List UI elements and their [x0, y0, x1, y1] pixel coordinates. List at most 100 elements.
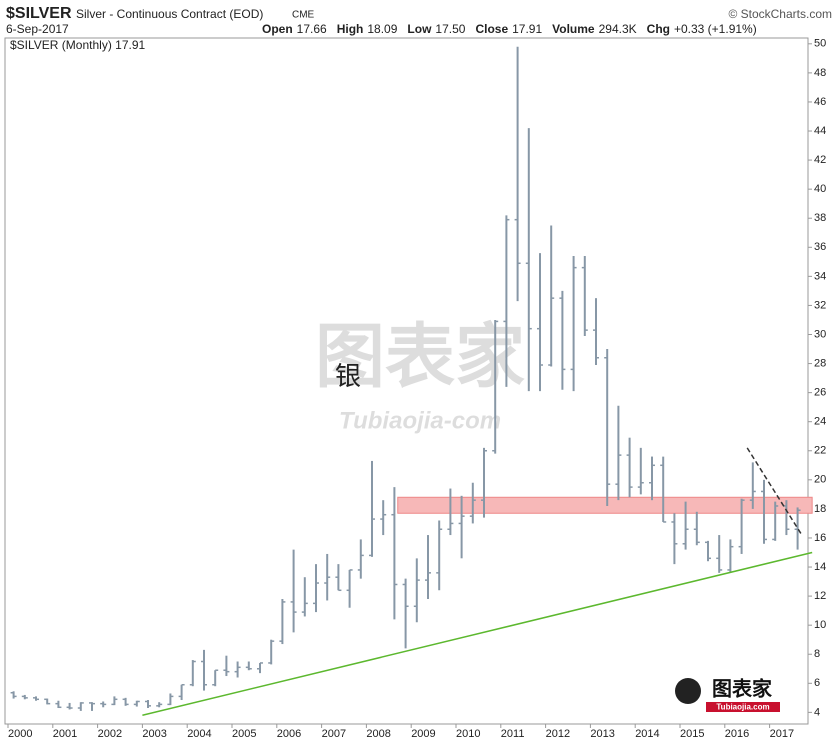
- quote-label: Open: [262, 22, 293, 36]
- y-tick-label: 44: [814, 125, 826, 137]
- ohlc-bar: [201, 649, 207, 691]
- y-tick-label: 40: [814, 183, 826, 195]
- ohlc-bar: [257, 662, 263, 674]
- ohlc-bar: [33, 696, 39, 701]
- x-tick-label: 2016: [725, 728, 749, 740]
- ohlc-bar: [469, 482, 476, 524]
- ohlc-bar: [313, 564, 319, 613]
- watermark-text: 图表家: [315, 317, 525, 395]
- ohlc-bar: [693, 511, 700, 546]
- ohlc-bar: [10, 691, 17, 699]
- ohlc-bar: [178, 684, 185, 701]
- ohlc-bar: [794, 507, 801, 550]
- quote-value: 17.66: [297, 22, 327, 36]
- ohlc-bar: [369, 460, 375, 557]
- ohlc-bar: [380, 500, 387, 536]
- ohlc-bar: [234, 661, 241, 678]
- y-tick-label: 6: [814, 677, 820, 689]
- exchange: CME: [292, 10, 315, 21]
- annotation: 银: [335, 361, 361, 391]
- y-tick-label: 32: [814, 299, 826, 311]
- symbol: $SILVER: [6, 5, 72, 22]
- x-tick-label: 2013: [590, 728, 614, 740]
- y-tick-label: 46: [814, 96, 826, 108]
- x-tick-label: 2005: [232, 728, 256, 740]
- ohlc-bar: [111, 696, 118, 706]
- x-tick-label: 2002: [98, 728, 122, 740]
- date: 6-Sep-2017: [6, 22, 69, 36]
- ohlc-bar: [324, 553, 331, 601]
- quote-label: Low: [407, 22, 432, 36]
- y-tick-label: 24: [814, 416, 826, 428]
- y-tick-label: 50: [814, 38, 826, 50]
- chart-title: Silver - Continuous Contract (EOD): [76, 7, 263, 21]
- ohlc-bar: [727, 539, 734, 573]
- y-tick-label: 10: [814, 619, 826, 631]
- ohlc-bar: [55, 700, 62, 709]
- y-tick-label: 16: [814, 532, 826, 544]
- ohlc-bar: [458, 495, 465, 559]
- ohlc-bar: [245, 661, 252, 671]
- ohlc-bar: [346, 569, 353, 608]
- x-tick-label: 2009: [411, 728, 435, 740]
- ohlc-bar: [581, 256, 588, 336]
- quote-value: 294.3K: [599, 22, 637, 36]
- x-tick-label: 2017: [770, 728, 794, 740]
- y-tick-label: 42: [814, 154, 826, 166]
- ohlc-bar: [391, 487, 398, 620]
- ohlc-bar: [77, 702, 84, 711]
- y-tick-label: 36: [814, 241, 826, 253]
- x-tick-label: 2015: [680, 728, 704, 740]
- ohlc-bar: [514, 46, 521, 302]
- quote-label: High: [337, 22, 364, 36]
- ohlc-bar: [716, 535, 723, 573]
- ohlc-bar: [626, 437, 633, 498]
- x-tick-label: 2001: [53, 728, 77, 740]
- ohlc-bar: [548, 225, 555, 367]
- ohlc-bar: [649, 456, 655, 501]
- ohlc-bar: [749, 462, 756, 509]
- plot-frame: [4, 37, 809, 725]
- ohlc-bar: [660, 456, 667, 523]
- ohlc-bar: [425, 535, 431, 600]
- ohlc-bar: [761, 479, 767, 544]
- ohlc-bar: [189, 660, 196, 687]
- y-tick-label: 26: [814, 387, 826, 399]
- ohlc-bar: [167, 693, 174, 706]
- ohlc-bar: [682, 501, 689, 550]
- ohlc-bar: [772, 501, 779, 541]
- x-tick-label: 2011: [501, 728, 525, 740]
- x-tick-label: 2012: [546, 728, 570, 740]
- legend: $SILVER (Monthly) 17.91: [10, 38, 146, 52]
- y-tick-label: 18: [814, 503, 826, 515]
- ohlc-bar: [615, 405, 622, 501]
- logo-text: 图表家: [712, 676, 773, 700]
- quote-value: 17.50: [435, 22, 465, 36]
- ohlc-bar: [604, 349, 611, 506]
- y-tick-label: 34: [814, 270, 826, 282]
- ohlc-bar: [705, 540, 711, 562]
- x-tick-label: 2007: [322, 728, 346, 740]
- y-tick-label: 8: [814, 648, 820, 660]
- ohlc-bar: [492, 319, 499, 454]
- ohlc-bar: [133, 700, 140, 707]
- x-tick-label: 2003: [142, 728, 166, 740]
- logo-bar: [706, 702, 780, 712]
- source: © StockCharts.com: [728, 7, 832, 21]
- y-tick-label: 48: [814, 67, 826, 79]
- watermark-url: Tubiaojia-com: [339, 407, 501, 434]
- ohlc-bar: [279, 599, 286, 645]
- logo: 图表家 Tubiaojia.com: [675, 676, 780, 712]
- ohlc-bar: [335, 564, 342, 592]
- x-tick-label: 2000: [8, 728, 32, 740]
- ohlc-bar: [559, 290, 566, 390]
- ohlc-bar: [44, 698, 51, 705]
- quote-value: +0.33 (+1.91%): [674, 22, 757, 36]
- quote-value: 18.09: [367, 22, 397, 36]
- logo-icon: [675, 678, 701, 704]
- ohlc-bar: [21, 694, 28, 700]
- y-tick-label: 4: [814, 706, 820, 718]
- ohlc-bar: [525, 128, 532, 392]
